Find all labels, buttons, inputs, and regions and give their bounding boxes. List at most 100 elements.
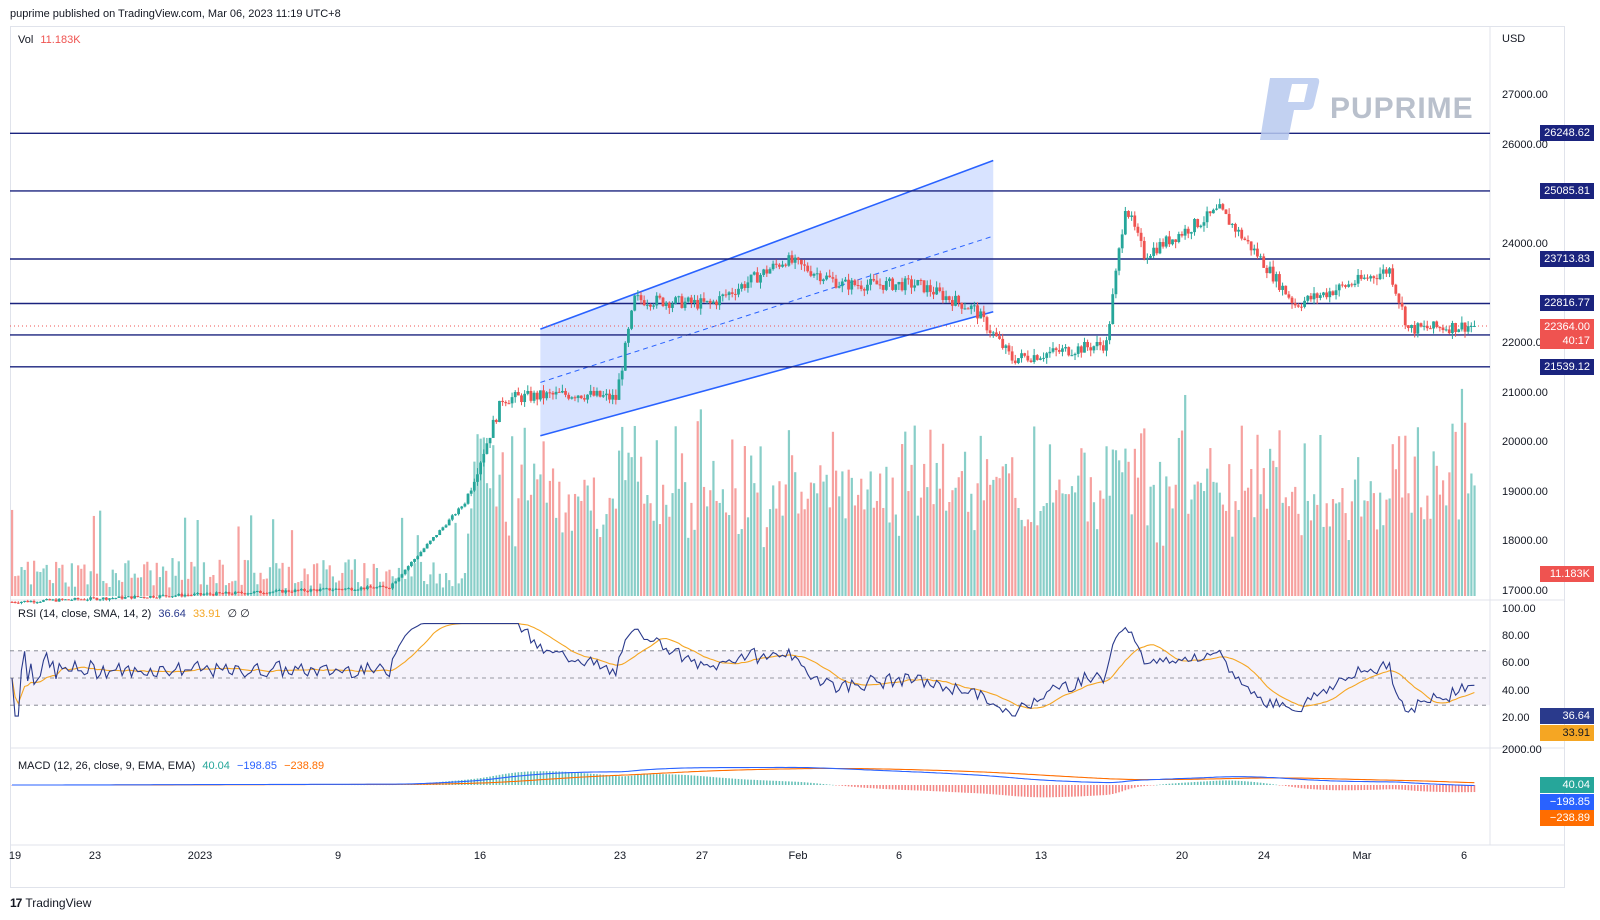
macd-hist-bar	[832, 784, 834, 786]
volume-bar	[413, 563, 416, 596]
candle	[768, 267, 772, 274]
candle	[1463, 322, 1467, 338]
candle	[498, 400, 501, 423]
time-tick-label: Feb	[788, 850, 808, 862]
candle	[844, 276, 847, 282]
candle	[504, 400, 508, 407]
candle	[1243, 236, 1247, 241]
candle	[1230, 222, 1234, 228]
volume-bar	[1259, 494, 1262, 596]
candle	[136, 595, 140, 598]
macd-hist-bar	[1181, 782, 1183, 785]
macd-hist-bar	[687, 775, 689, 785]
volume-bar	[1454, 431, 1457, 596]
currency-label: USD	[1502, 33, 1526, 45]
candle	[1089, 342, 1093, 357]
candle	[51, 598, 55, 601]
candle	[1384, 267, 1388, 277]
candle	[693, 294, 696, 308]
candle	[1391, 264, 1395, 287]
volume-bar	[224, 585, 228, 596]
volume-bar	[253, 572, 256, 596]
macd-hist-bar	[696, 775, 699, 785]
volume-bar	[158, 577, 162, 596]
candle	[1315, 292, 1319, 305]
macd-hist-bar	[1008, 785, 1010, 796]
candle	[711, 299, 715, 305]
macd-hist-bar	[835, 785, 837, 786]
macd-hist-bar	[1395, 785, 1397, 790]
macd-hist-bar	[1130, 785, 1133, 789]
candle	[1312, 287, 1316, 305]
channel-lower-line	[540, 310, 994, 437]
macd-hist-bar	[1338, 785, 1340, 791]
volume-bar	[341, 572, 344, 596]
macd-hist-bar	[655, 774, 658, 785]
candle	[70, 598, 74, 601]
volume-bar	[124, 563, 127, 596]
candle	[422, 547, 426, 553]
volume-tag: 11.183K	[1540, 566, 1594, 582]
volume-bar	[316, 563, 319, 596]
candle	[1180, 231, 1184, 238]
brand-logo-icon	[1260, 78, 1320, 140]
volume-bar	[187, 578, 190, 596]
candle	[1205, 206, 1209, 229]
macd-hist-bar	[1080, 785, 1083, 797]
macd-hist-bar	[1306, 785, 1309, 789]
macd-hist-bar	[1454, 785, 1457, 793]
candle	[246, 592, 250, 595]
volume-bar	[501, 452, 504, 596]
volume-bar	[1196, 481, 1199, 596]
macd-hist-bar	[1272, 784, 1274, 785]
time-tick-label: 16	[473, 850, 487, 862]
volume-bar	[1300, 535, 1303, 596]
macd-hist-bar	[1284, 785, 1287, 786]
volume-bar	[209, 576, 212, 596]
volume-bar	[1353, 479, 1357, 596]
macd-hist-bar	[530, 771, 532, 785]
candle	[840, 278, 844, 293]
candle	[1155, 242, 1159, 256]
candle	[743, 281, 747, 291]
volume-bar	[1262, 468, 1265, 596]
candle	[1322, 291, 1325, 298]
chart-frame	[10, 26, 1565, 888]
level-tag: 21539.12	[1540, 358, 1594, 375]
candle	[884, 277, 888, 292]
candle	[265, 592, 269, 595]
macd-hist-bar	[1291, 785, 1293, 787]
macd-hist-bar	[457, 780, 460, 785]
candle	[781, 260, 784, 268]
volume-bar	[1287, 506, 1291, 596]
volume-bar	[1306, 500, 1309, 596]
volume-bar	[143, 564, 146, 596]
volume-bar	[86, 584, 89, 596]
price-tick-label: 21000.00	[1502, 386, 1548, 399]
candle	[1419, 322, 1423, 328]
volume-bar	[202, 562, 206, 596]
macd-hist-bar	[1190, 782, 1193, 785]
candle	[674, 295, 677, 305]
candle	[454, 513, 457, 516]
candle	[891, 277, 895, 291]
publish-header: puprime published on TradingView.com, Ma…	[10, 8, 341, 20]
rsi-value-tag: 36.64	[1540, 708, 1594, 724]
volume-bar	[894, 514, 897, 596]
macd-hist-bar	[1052, 785, 1054, 798]
candle	[1362, 274, 1366, 280]
volume-bar	[1096, 529, 1099, 596]
macd-hist-bar	[1121, 785, 1123, 792]
volume-bar	[1272, 460, 1275, 596]
macd-hist-bar	[954, 785, 957, 793]
candle	[548, 388, 552, 399]
candle	[560, 384, 564, 394]
macd-hist-bar	[1162, 784, 1164, 785]
volume-bar	[1121, 472, 1124, 596]
candle	[450, 514, 454, 522]
volume-bar	[555, 517, 558, 596]
macd-hist-bar	[1417, 785, 1419, 792]
volume-bar	[165, 570, 168, 596]
volume-bar	[250, 515, 253, 596]
